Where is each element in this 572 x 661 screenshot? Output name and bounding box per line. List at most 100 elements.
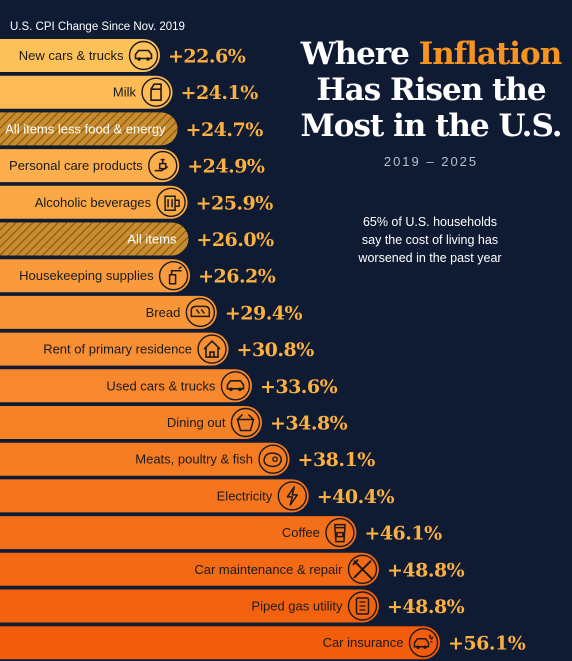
- bar-value-label: +24.1%: [181, 82, 259, 104]
- bar-bread: Bread +29.4%: [0, 295, 303, 329]
- bar-label: Personal care products: [9, 158, 143, 173]
- bar-rect: [0, 222, 189, 256]
- bar-label: Rent of primary residence: [43, 342, 192, 357]
- title-prefix: Where: [300, 36, 419, 72]
- bar-car-maintenance-repair: Car maintenance & repair +48.8%: [0, 552, 465, 586]
- icon-ring: [347, 554, 378, 584]
- icon-ring: [230, 407, 261, 438]
- bar-label: All items: [127, 232, 177, 247]
- note-line-1: 65% of U.S. households: [362, 215, 498, 229]
- bar-value-label: +25.9%: [196, 192, 274, 214]
- bar-all-items-less-food-energy: All items less food & energy +24.7%: [0, 112, 264, 146]
- bar-rect: [0, 112, 178, 146]
- bar-rect: [0, 479, 309, 513]
- title-accent: Inflation: [418, 36, 563, 72]
- icon-ring: [258, 444, 288, 474]
- bar-label: Used cars & trucks: [106, 378, 216, 393]
- bar-milk: Milk +24.1%: [0, 75, 259, 109]
- bar-rect: [0, 149, 180, 183]
- bar-label: Car insurance: [323, 635, 404, 650]
- gas-meter-icon: [355, 597, 370, 615]
- bar-personal-care-products: Personal care products +24.9%: [0, 149, 265, 183]
- steak-icon: [263, 452, 282, 468]
- note-line-3: worsened in the past year: [358, 251, 502, 265]
- bar-value-label: +56.1%: [448, 633, 526, 655]
- bar-rect: [0, 552, 379, 586]
- bar-rect: [0, 259, 191, 293]
- note-line-2: say the cost of living has: [361, 233, 499, 247]
- bar-label: Alcoholic beverages: [35, 195, 152, 210]
- household-note: 65% of U.S. households say the cost of l…: [330, 213, 530, 267]
- bar-value-label: +24.9%: [187, 156, 265, 178]
- bar-rect: [0, 516, 357, 550]
- chart-title: Where Inflation Has Risen the Most in th…: [300, 36, 562, 144]
- icon-ring: [277, 481, 307, 511]
- bar-rect: [0, 589, 379, 623]
- bar-rect: [0, 332, 229, 366]
- icon-ring: [408, 628, 439, 658]
- title-block: Where Inflation Has Risen the Most in th…: [300, 36, 562, 169]
- icon-ring: [347, 591, 378, 621]
- bar-alcoholic-beverages: Alcoholic beverages +25.9%: [0, 185, 274, 219]
- icon-ring: [197, 334, 227, 364]
- bar-value-label: +22.6%: [168, 46, 246, 68]
- icon-ring: [185, 297, 216, 328]
- bar-value-label: +48.8%: [387, 559, 465, 581]
- bread-loaf-icon: [190, 305, 211, 318]
- chart-subtitle: 2019 – 2025: [383, 154, 479, 169]
- bar-rect: [0, 442, 290, 476]
- hand-soap-icon: [154, 158, 169, 172]
- bar-housekeeping-supplies: Housekeeping supplies +26.2%: [0, 259, 276, 293]
- icon-ring: [220, 371, 251, 401]
- bar-car-insurance: Car insurance +56.1%: [0, 626, 526, 660]
- bar-label: Piped gas utility: [251, 599, 343, 614]
- coffee-cup-icon: [334, 523, 346, 543]
- bar-value-label: +46.1%: [364, 523, 442, 545]
- car-icon: [134, 49, 153, 61]
- bar-label: New cars & trucks: [19, 48, 124, 63]
- bar-rect: [0, 185, 188, 219]
- bar-value-label: +33.6%: [260, 376, 338, 398]
- bar-value-label: +38.1%: [298, 449, 376, 471]
- bar-used-cars-trucks: Used cars & trucks +33.6%: [0, 369, 338, 403]
- takeout-box-icon: [236, 413, 255, 432]
- bar-label: Electricity: [217, 488, 273, 503]
- bar-rect: [0, 406, 262, 439]
- title-line-2: Has Risen the: [316, 72, 546, 108]
- bar-value-label: +29.4%: [225, 302, 303, 324]
- axis-caption: U.S. CPI Change Since Nov. 2019: [10, 21, 185, 33]
- bar-electricity: Electricity +40.4%: [0, 479, 395, 513]
- bar-label: Dining out: [167, 415, 226, 430]
- bar-value-label: +26.2%: [198, 266, 276, 288]
- car-icon: [226, 379, 245, 392]
- bar-meats-poultry-fish: Meats, poultry & fish +38.1%: [0, 442, 376, 476]
- wrench-screwdriver-icon: [352, 559, 373, 580]
- icon-ring: [156, 187, 186, 218]
- bar-value-label: +24.7%: [186, 119, 264, 141]
- bar-label: Milk: [113, 85, 137, 100]
- bar-rect: [0, 369, 252, 403]
- bar-value-label: +48.8%: [387, 596, 465, 618]
- bar-rect: [0, 295, 217, 329]
- icon-ring: [325, 517, 355, 548]
- icon-ring: [128, 40, 159, 71]
- bar-value-label: +40.4%: [317, 486, 395, 508]
- icon-ring: [158, 261, 189, 291]
- bar-rect: [0, 75, 173, 109]
- bar-label: Bread: [146, 305, 181, 320]
- milk-carton-icon: [150, 83, 162, 101]
- spray-bottle-icon: [168, 266, 183, 285]
- bar-label: Meats, poultry & fish: [135, 452, 253, 467]
- icon-ring: [148, 150, 178, 181]
- car-crash-icon: [413, 634, 434, 649]
- beer-mug-icon: [164, 195, 180, 212]
- bar-value-label: +26.0%: [196, 229, 274, 251]
- bar-dining-out: Dining out +34.8%: [0, 406, 348, 439]
- bar-label: Coffee: [282, 525, 320, 540]
- bar-value-label: +34.8%: [270, 413, 348, 435]
- bar-rect: [0, 39, 160, 72]
- bar-rent-of-primary-residence: Rent of primary residence +30.8%: [0, 332, 315, 366]
- title-line-3: Most in the U.S.: [300, 108, 562, 144]
